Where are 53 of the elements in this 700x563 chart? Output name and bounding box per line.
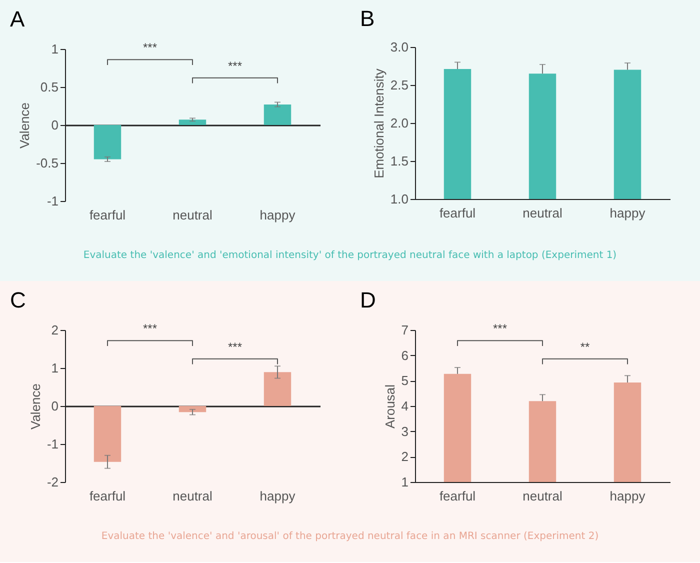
x-tick-label: neutral xyxy=(172,208,212,222)
y-tick-label: 1 xyxy=(51,360,58,376)
y-tick-label: 0.5 xyxy=(40,80,58,94)
x-tick-label: happy xyxy=(610,206,646,220)
y-tick-label: 3 xyxy=(401,424,408,439)
chart-title: D xyxy=(360,288,376,313)
y-axis-title: Valence xyxy=(28,383,43,430)
chart-title: C xyxy=(10,288,26,313)
y-axis-title: Emotional Intensity xyxy=(371,68,386,178)
y-tick-label: 6 xyxy=(401,348,408,363)
x-tick-label: fearful xyxy=(89,488,126,504)
y-tick-label: -1 xyxy=(46,436,58,452)
text: Evaluate the 'valence' and 'emotional intensity' of the portrayed neutral face with a laptop (Experiment 1) xyxy=(82,250,618,261)
x-tick-label: fearful xyxy=(89,208,126,222)
y-tick-label: -1 xyxy=(46,194,58,208)
x-tick-label: happy xyxy=(610,488,646,504)
y-tick-label: 1.5 xyxy=(390,154,408,168)
y-tick-label: 5 xyxy=(401,373,408,388)
y-tick-label: 4 xyxy=(401,398,408,414)
y-tick-label: 2 xyxy=(401,449,408,464)
chart-title: B xyxy=(360,6,375,31)
y-axis-title: Arousal xyxy=(382,384,398,429)
bar xyxy=(178,120,206,125)
y-tick-label: 1 xyxy=(401,474,408,490)
x-tick-label: neutral xyxy=(172,488,212,504)
y-tick-label: -0.5 xyxy=(36,156,58,170)
annotation: *** xyxy=(142,40,158,55)
x-tick-label: neutral xyxy=(522,206,562,220)
y-tick-label: 2.0 xyxy=(390,116,408,130)
y-tick-label: 7 xyxy=(401,322,408,338)
annotation: *** xyxy=(142,322,158,336)
bar xyxy=(94,125,122,160)
y-tick-label: 1 xyxy=(51,42,58,56)
x-tick-label: neutral xyxy=(522,488,562,504)
y-tick-label: 2 xyxy=(51,322,58,338)
y-tick-label: 3.0 xyxy=(390,40,408,54)
y-tick-label: 1.0 xyxy=(390,192,408,206)
x-tick-label: fearful xyxy=(439,206,476,220)
annotation: ** xyxy=(580,340,590,354)
y-tick-label: 0 xyxy=(51,398,58,414)
y-tick-label: -2 xyxy=(46,474,58,490)
x-tick-label: happy xyxy=(260,208,296,222)
text: Evaluate the 'valence' and 'arousal' of the portrayed neutral face in an MRI scanner (Experiment 2) xyxy=(100,531,600,542)
annotation: *** xyxy=(492,322,508,336)
y-axis-title: Valence xyxy=(17,102,32,149)
x-tick-label: happy xyxy=(260,488,296,504)
y-tick-label: 0 xyxy=(51,118,58,132)
x-tick-label: fearful xyxy=(439,488,476,504)
bar xyxy=(264,104,292,125)
chart-title: A xyxy=(10,6,25,32)
annotation: *** xyxy=(228,58,242,73)
y-tick-label: 2.5 xyxy=(390,78,408,92)
annotation: *** xyxy=(228,340,242,354)
